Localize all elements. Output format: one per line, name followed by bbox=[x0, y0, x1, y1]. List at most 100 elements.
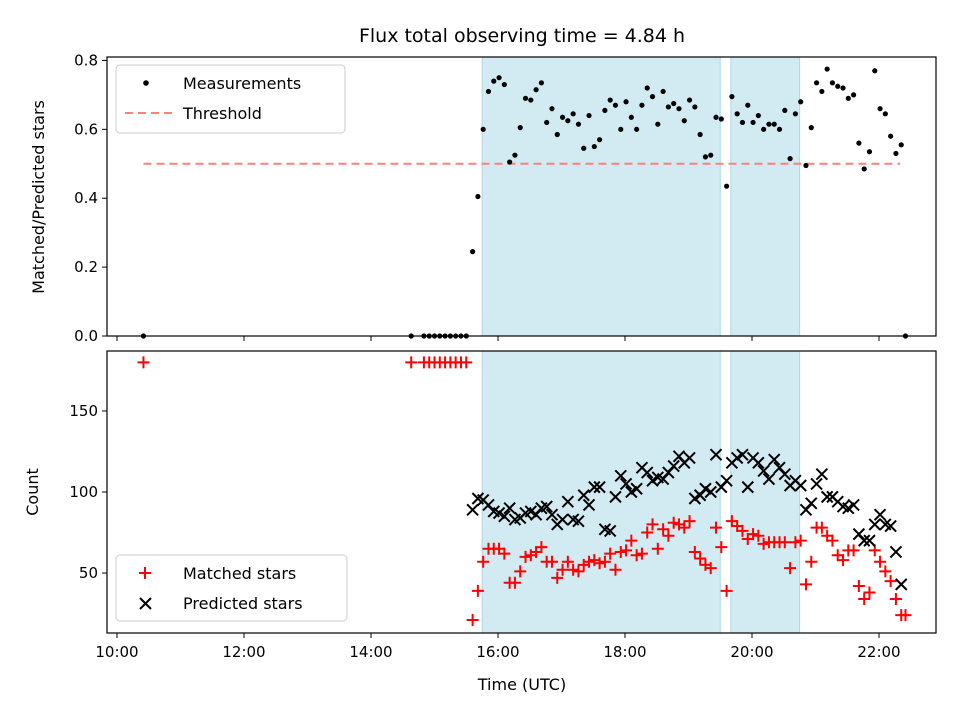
predicted-star-point bbox=[768, 453, 781, 466]
matched-star-point bbox=[620, 544, 633, 557]
shaded-interval-0 bbox=[481, 350, 721, 634]
measurement-point bbox=[570, 111, 576, 117]
matched-star-point bbox=[561, 555, 574, 568]
top-panel-x-axis bbox=[116, 336, 880, 341]
predicted-star-point bbox=[736, 448, 749, 461]
predicted-star-point bbox=[778, 467, 792, 481]
measurement-point bbox=[761, 126, 767, 132]
matched-star-point bbox=[567, 563, 580, 576]
predicted-star-point bbox=[619, 477, 633, 491]
predicted-star-point bbox=[889, 545, 903, 559]
measurement-point bbox=[501, 81, 507, 88]
measurement-point bbox=[655, 121, 661, 127]
predicted-star-point bbox=[667, 459, 680, 473]
measurement-point bbox=[824, 66, 830, 72]
matched-star-point bbox=[593, 557, 606, 570]
shaded-interval-1 bbox=[730, 350, 801, 634]
measurement-point bbox=[602, 107, 608, 113]
bottom-panel-legend: Matched stars Predicted stars bbox=[115, 554, 348, 622]
matched-star-point bbox=[799, 578, 812, 591]
x-tick-label: 18:00 bbox=[603, 643, 646, 661]
measurement-point bbox=[681, 118, 687, 124]
y-tick-label: 0.0 bbox=[74, 327, 98, 345]
predicted-star-point bbox=[498, 510, 511, 523]
measurement-point bbox=[713, 114, 719, 120]
matched-star-point bbox=[879, 565, 892, 578]
top-panel-legend: Measurements Threshold bbox=[115, 64, 346, 134]
measurement-point bbox=[544, 119, 550, 126]
matched-star-point bbox=[815, 521, 828, 534]
matched-star-point bbox=[858, 592, 871, 605]
matched-star-point bbox=[583, 555, 596, 568]
measurement-point bbox=[729, 94, 735, 100]
matched-stars-legend-marker bbox=[139, 567, 151, 579]
measurements-legend-marker bbox=[143, 80, 149, 86]
measurement-point bbox=[739, 119, 746, 126]
x-tick-label: 16:00 bbox=[476, 643, 519, 661]
measurement-point bbox=[581, 145, 587, 151]
measurement-point bbox=[856, 140, 862, 146]
measurement-point bbox=[872, 68, 878, 74]
measurement-point bbox=[612, 102, 619, 108]
matched-star-point bbox=[805, 555, 818, 568]
measurement-point bbox=[591, 143, 597, 150]
matched-stars-legend-label: Matched stars bbox=[183, 564, 296, 583]
measurement-point bbox=[882, 111, 888, 117]
measurement-point bbox=[470, 249, 476, 255]
threshold-legend-label: Threshold bbox=[182, 104, 262, 123]
measurement-point bbox=[866, 149, 873, 155]
matched-star-point bbox=[614, 545, 627, 558]
matched-star-point bbox=[715, 541, 728, 554]
predicted-star-point bbox=[503, 501, 516, 515]
measurements-legend-label: Measurements bbox=[183, 74, 301, 93]
matched-star-point bbox=[757, 537, 770, 550]
measurement-point bbox=[755, 112, 761, 119]
matched-star-point bbox=[508, 576, 521, 589]
matched-star-point bbox=[752, 529, 765, 542]
measurement-point bbox=[829, 80, 836, 86]
measurement-point bbox=[565, 118, 571, 124]
measurement-point bbox=[787, 156, 793, 162]
measurement-point bbox=[533, 87, 539, 93]
x-tick-label: 10:00 bbox=[95, 643, 138, 661]
predicted-star-point bbox=[752, 456, 765, 470]
matched-star-point bbox=[720, 584, 733, 597]
predicted-star-point bbox=[720, 474, 733, 487]
matched-star-point bbox=[847, 544, 860, 557]
predicted-star-point bbox=[810, 477, 823, 491]
predicted-star-point bbox=[577, 489, 590, 502]
predicted-star-point bbox=[630, 482, 643, 495]
measurement-point bbox=[745, 102, 751, 108]
predicted-star-point bbox=[847, 498, 860, 512]
measurement-point bbox=[628, 114, 634, 120]
matched-star-point bbox=[899, 609, 912, 622]
bottom-panel-frame bbox=[106, 350, 937, 634]
predicted-star-point bbox=[868, 518, 881, 531]
top-panel-y-axis: 0.0 0.2 0.4 0.6 0.8 bbox=[74, 51, 107, 345]
predicted-star-point bbox=[593, 480, 606, 494]
measurement-point bbox=[507, 159, 513, 165]
matched-star-point bbox=[598, 555, 611, 568]
matched-star-point bbox=[868, 544, 881, 557]
bottom-panel-y-label: Count bbox=[23, 468, 42, 516]
matched-star-point bbox=[137, 356, 150, 369]
measurement-point bbox=[798, 99, 804, 105]
matched-star-point bbox=[604, 547, 617, 560]
measurement-point bbox=[835, 83, 841, 89]
measurement-point bbox=[808, 125, 814, 131]
top-panel-y-label: Matched/Predicted stars bbox=[29, 100, 48, 294]
bottom-legend-frame bbox=[115, 554, 348, 622]
measurement-point bbox=[893, 150, 899, 157]
x-tick-label: 14:00 bbox=[349, 643, 392, 661]
y-tick-label: 0.6 bbox=[74, 120, 98, 138]
matched-star-point bbox=[784, 562, 797, 575]
predicted-star-point bbox=[540, 500, 553, 513]
matched-star-point bbox=[683, 515, 696, 528]
bottom-panel-marks bbox=[137, 356, 912, 627]
matched-star-point bbox=[535, 541, 548, 554]
matched-star-point bbox=[641, 526, 654, 539]
measurement-point bbox=[644, 85, 650, 91]
predicted-star-point bbox=[873, 508, 887, 521]
predicted-stars-legend-label: Predicted stars bbox=[183, 594, 303, 613]
measurement-point bbox=[575, 121, 582, 127]
